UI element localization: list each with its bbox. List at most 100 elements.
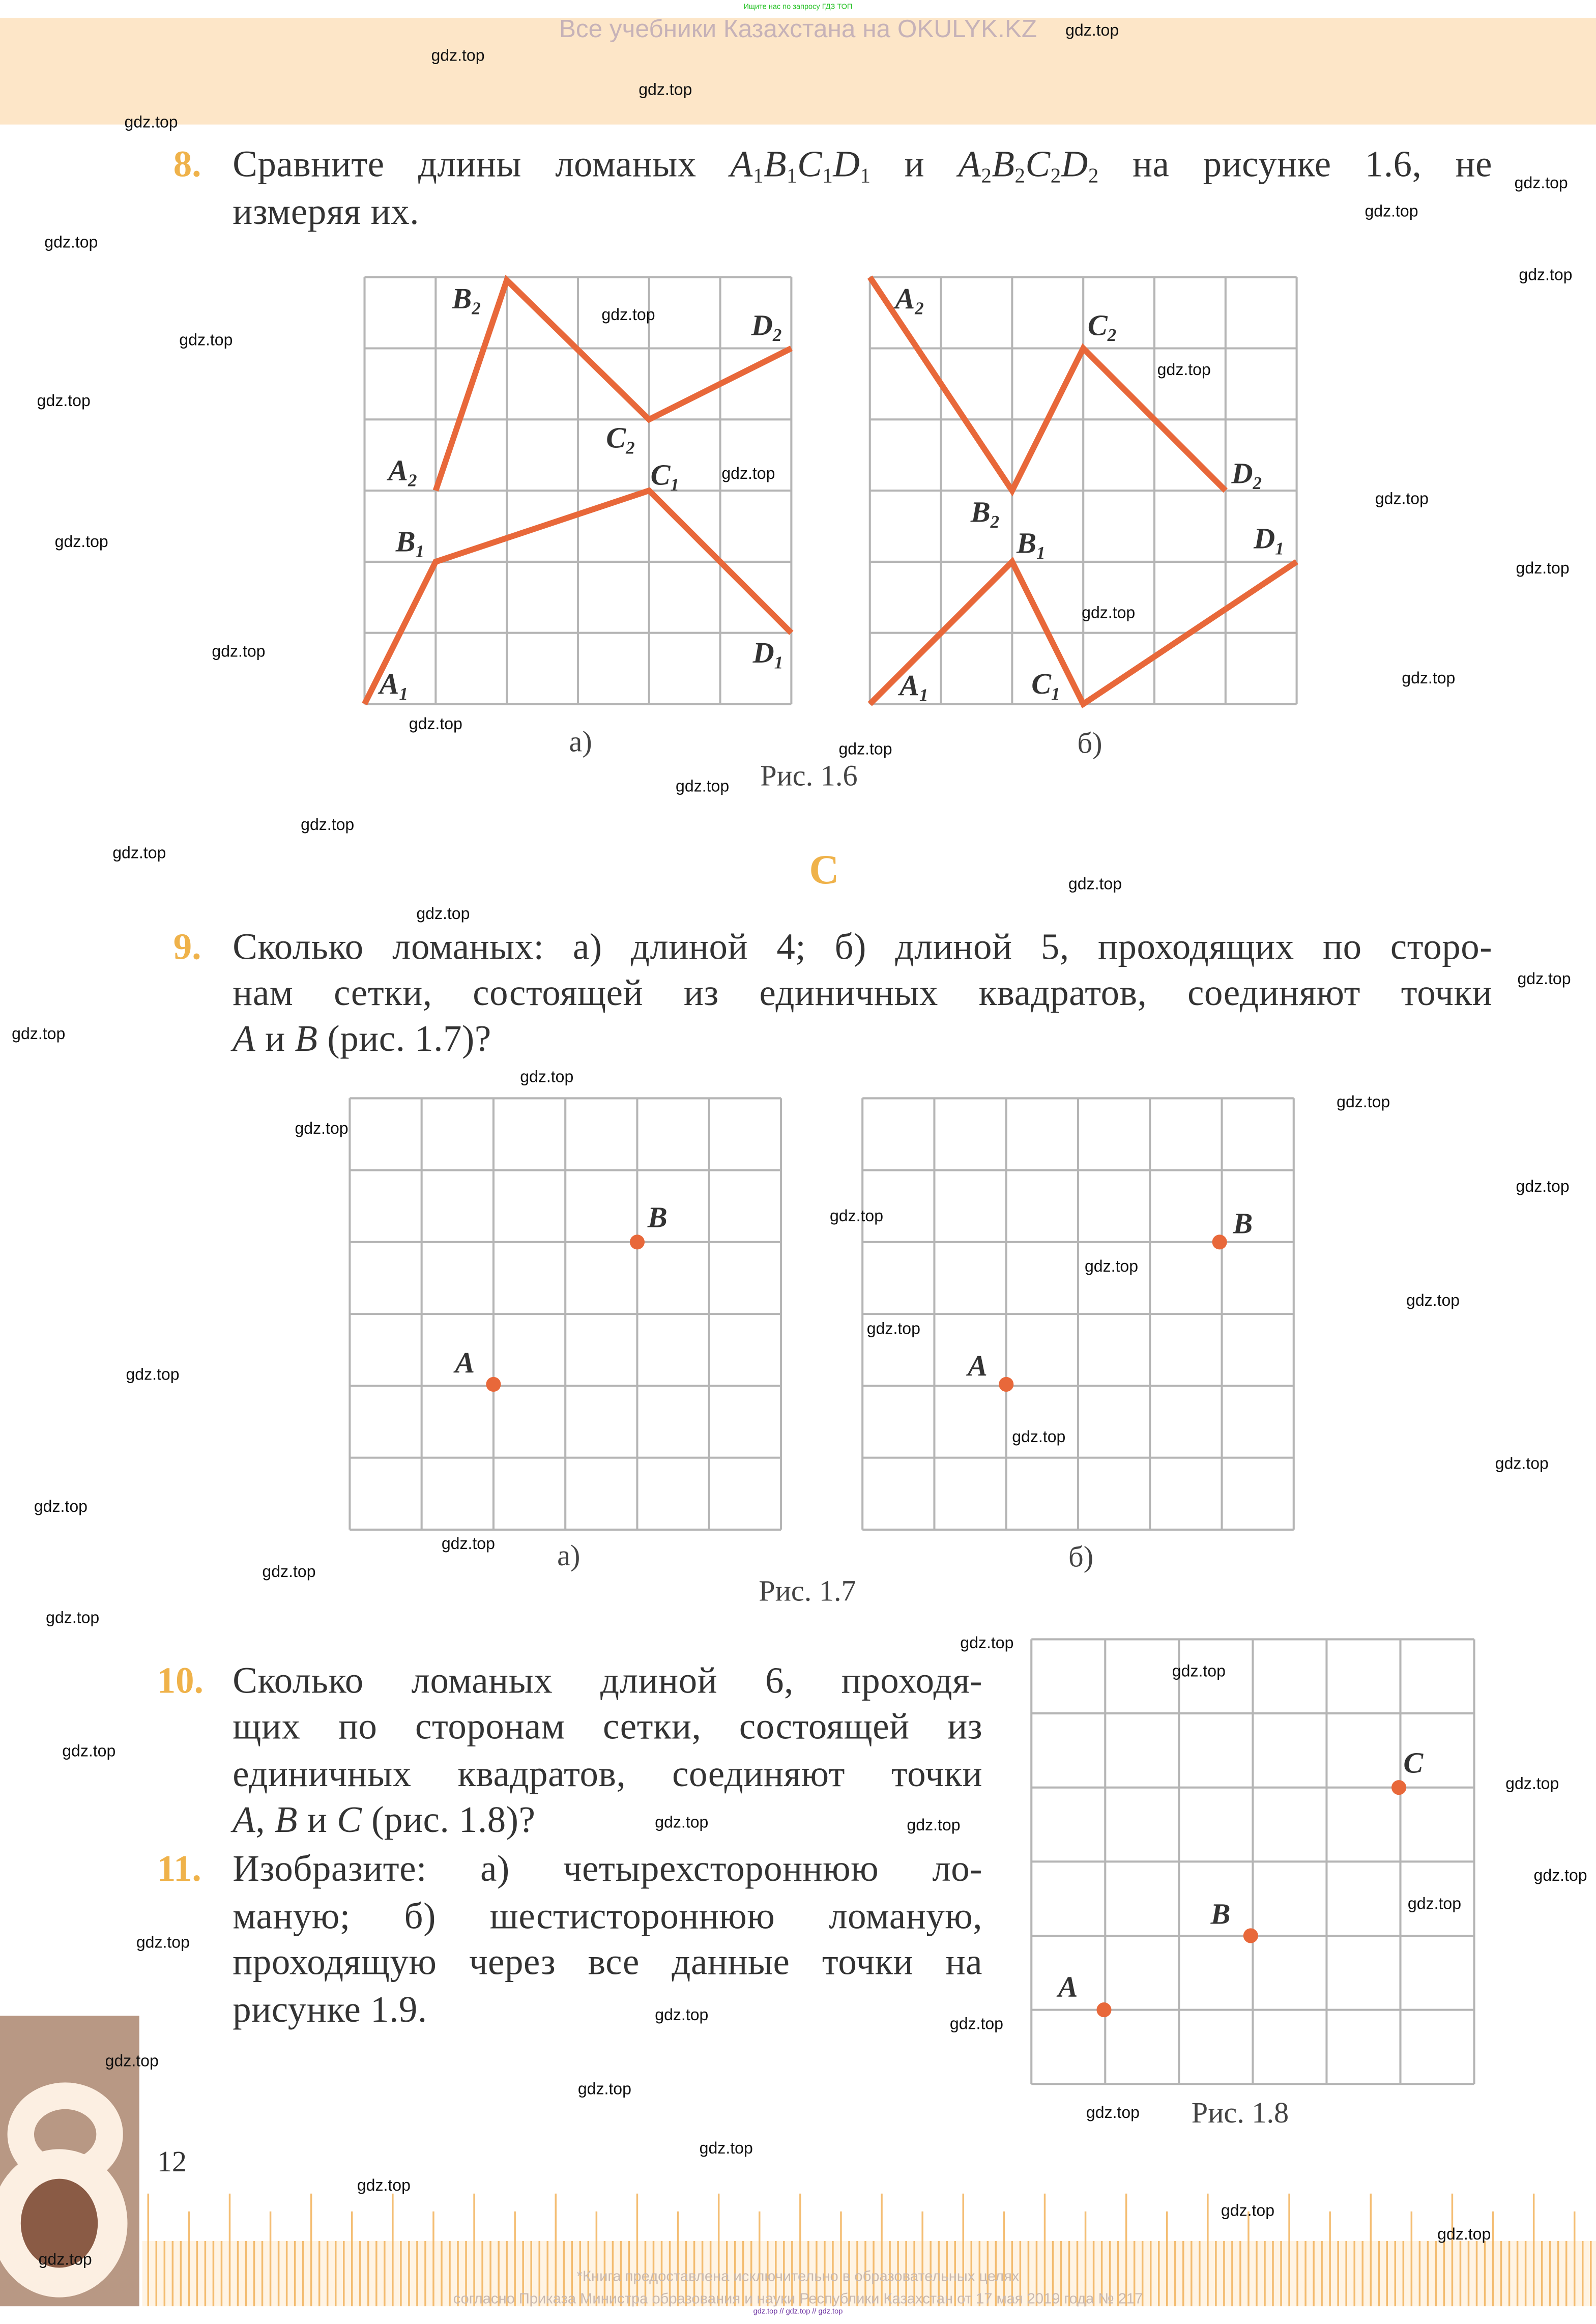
point-name: B (295, 1019, 318, 1060)
problem-text-line: Сравните длины ломаных A1B1C1D1 и A2B2C2… (233, 145, 1493, 188)
problem-text-line: Сколько ломаных: а) длиной 4; б) длиной … (233, 928, 1493, 968)
point-label: B (1232, 1207, 1253, 1240)
point-label: A1 (378, 667, 408, 704)
watermark: gdz.top (639, 81, 692, 100)
watermark: gdz.top (601, 306, 655, 325)
watermark: gdz.top (1516, 1178, 1570, 1196)
point-marker (999, 1376, 1014, 1392)
point-marker (1391, 1780, 1407, 1795)
point-name: A (233, 1019, 256, 1060)
point-label: B (647, 1201, 668, 1234)
fig-1-8-grid (1030, 1638, 1475, 2085)
watermark: gdz.top (829, 1208, 884, 1226)
corner-eight-decoration (0, 2016, 139, 2307)
point-label: A (966, 1349, 988, 1382)
problem-text-line: щих по сторонам сетки, состоящей из (233, 1707, 983, 1748)
point-label: B2 (970, 495, 999, 532)
fig-1-8-caption: Рис. 1.8 (1191, 2097, 1289, 2130)
watermark: gdz.top (1082, 605, 1136, 623)
watermark: gdz.top (12, 1025, 66, 1044)
point-label: D1 (752, 636, 784, 673)
watermark: gdz.top (212, 643, 266, 662)
watermark: gdz.top (1519, 267, 1573, 285)
point-label: B2 (451, 282, 480, 319)
watermark: gdz.top (357, 2177, 411, 2195)
watermark: gdz.top (907, 1817, 961, 1835)
problem-text-line: единичных квадратов, соединяют точки (233, 1755, 983, 1795)
watermark: gdz.top (1406, 1292, 1460, 1310)
polyline-a1b1c1d1 (362, 487, 794, 706)
polyline-a2b2c2d2 (867, 275, 1228, 497)
fig-1-6-caption: Рис. 1.6 (760, 760, 858, 793)
problem-text-line: Изобразите: а) четырехстороннюю ло- (233, 1850, 983, 1890)
watermark: gdz.top (105, 2053, 159, 2071)
polyline-a2b2c2d2 (432, 274, 793, 492)
watermark: gdz.top (34, 1498, 88, 1516)
footer-note-line2: согласно Приказа Министра образования и … (453, 2291, 1143, 2308)
point-label: C (1403, 1746, 1424, 1780)
site-title[interactable]: Все учебники Казахстана на OKULYK.KZ (559, 15, 1037, 43)
watermark: gdz.top (838, 741, 892, 759)
watermark: gdz.top (409, 715, 462, 734)
watermark: gdz.top (949, 2016, 1004, 2034)
fig-1-7b-grid (861, 1097, 1295, 1531)
fig-1-7a-grid (349, 1097, 782, 1531)
problem-text-line: маную; б) шестистороннюю ломаную, (233, 1897, 983, 1937)
problem-number: 8. (173, 145, 201, 186)
watermark: gdz.top (112, 845, 166, 863)
point-label: D1 (1253, 522, 1284, 559)
point-name: D (1061, 145, 1088, 186)
problem-text-line: Сколько ломаных длиной 6, проходя- (233, 1661, 983, 1702)
watermark: gdz.top (1068, 876, 1122, 894)
point-name: B (764, 145, 787, 186)
fig-1-6a-label: а) (569, 726, 592, 759)
point-marker (486, 1376, 501, 1392)
point-label: B1 (1016, 526, 1045, 563)
point-name: C (1025, 145, 1051, 186)
watermark: gdz.top (1172, 1663, 1226, 1681)
point-name: C (337, 1800, 362, 1841)
watermark: gdz.top (1086, 2105, 1140, 2122)
problem-text-line: рисунке 1.9. (233, 1990, 427, 2031)
point-marker (1243, 1928, 1258, 1943)
fig-1-7b-label: б) (1068, 1541, 1094, 1574)
point-name: A (233, 1800, 256, 1841)
point-label: B1 (395, 525, 424, 562)
watermark: gdz.top (1495, 1455, 1549, 1474)
point-name: B (992, 145, 1015, 186)
watermark: gdz.top (262, 1563, 316, 1582)
fig-1-6a-grid (363, 276, 793, 705)
eight-bottom-loop (0, 2149, 128, 2298)
watermark: gdz.top (301, 816, 355, 835)
watermark: gdz.top (124, 114, 178, 132)
watermark: gdz.top (655, 1814, 709, 1832)
bottom-links[interactable]: gdz.top // gdz.top // gdz.top (753, 2308, 843, 2317)
watermark: gdz.top (1505, 1775, 1559, 1794)
watermark: gdz.top (295, 1121, 349, 1138)
watermark: gdz.top (1221, 2202, 1275, 2221)
point-label: C2 (606, 421, 634, 458)
watermark: gdz.top (1533, 1868, 1587, 1885)
watermark: gdz.top (1337, 1094, 1390, 1112)
watermark: gdz.top (1516, 560, 1570, 578)
point-name: B (274, 1800, 298, 1841)
top-note[interactable]: Ищите нас по запросу ГДЗ ТОП (743, 3, 853, 12)
polyline-a1b1c1d1 (867, 557, 1298, 709)
watermark: gdz.top (136, 1934, 190, 1953)
point-label: D2 (1231, 457, 1262, 494)
watermark: gdz.top (1437, 2226, 1491, 2244)
problem-text-line: A, B и C (рис. 1.8)? (233, 1800, 536, 1841)
point-label: A2 (386, 454, 417, 491)
watermark: gdz.top (46, 1610, 100, 1628)
watermark: gdz.top (54, 533, 108, 552)
watermark: gdz.top (1065, 22, 1119, 40)
watermark: gdz.top (1517, 970, 1571, 989)
section-label: C (809, 848, 839, 894)
point-label: A2 (893, 282, 923, 319)
footer-note-line1: *Книга предоставлена исключительно в обр… (576, 2269, 1020, 2286)
header-band (0, 17, 1596, 125)
point-label: A1 (897, 669, 928, 705)
point-label: B (1210, 1898, 1231, 1931)
